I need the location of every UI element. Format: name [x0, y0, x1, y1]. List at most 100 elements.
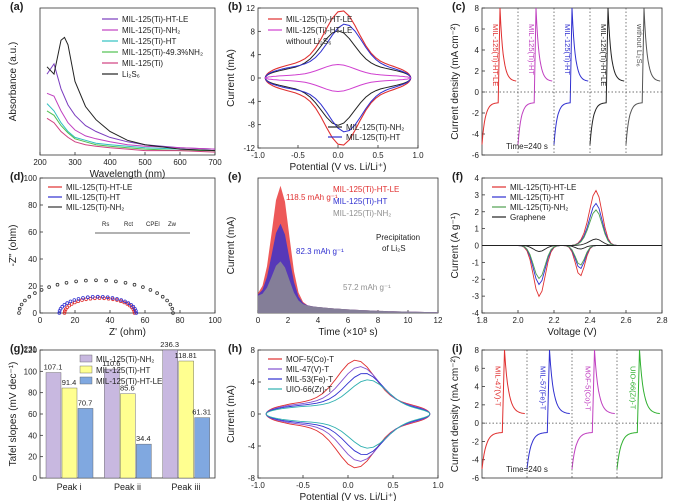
absorbance-curve: [46, 110, 215, 152]
chrono-segment: [517, 7, 553, 145]
eis-point: [65, 301, 69, 305]
y-tick-label: 2: [475, 208, 480, 217]
cv-curve: [482, 202, 662, 286]
eis-point: [47, 285, 51, 289]
x-tick-label: 10: [404, 316, 413, 325]
cv-curve: [482, 189, 662, 298]
axis-break-label: 231: [24, 345, 38, 354]
eis-point: [62, 302, 67, 307]
eis-point: [64, 280, 69, 285]
legend-entry: MIL-125(Ti)-HT: [66, 193, 120, 202]
panel-letter: (d): [10, 171, 24, 183]
legend-entry: MIL-47(V)-T: [286, 365, 329, 374]
panel-e: (e) Time (×10³ s) Current (mA) 0 2 4 6 8 10 12 MIL…: [226, 171, 443, 338]
y-tick-label: 0: [33, 309, 38, 318]
x-tick-label: 1.8: [476, 316, 488, 325]
bar: [136, 443, 152, 479]
eis-point: [27, 294, 32, 299]
y-axis-label: -Z" (ohm): [8, 225, 19, 267]
bar-value-label: 118.81: [174, 351, 196, 360]
legend-entry: without Li₂S₆: [285, 37, 331, 46]
y-tick-label: 4: [251, 51, 256, 60]
legend-swatch: [79, 365, 93, 374]
eis-point: [104, 278, 108, 283]
eis-point: [90, 294, 95, 299]
legend-swatch: [79, 354, 93, 363]
panel-letter: (i): [452, 343, 463, 355]
y-tick-label: 0: [475, 88, 480, 97]
current-area: [258, 261, 438, 313]
eis-point: [55, 282, 60, 287]
y-tick-label: 4: [475, 46, 480, 55]
eis-point: [123, 299, 127, 304]
y-axis-label: Current (mA): [226, 49, 237, 107]
cv-curve: [482, 209, 662, 280]
panel-c: (c) Current density (mA cm⁻²) -6 -4 -2 0 2 4 6 8 M…: [450, 1, 663, 160]
x-axis-label: Potential (V vs. Li/Li⁺): [300, 492, 397, 501]
x-tick-label: 6: [346, 316, 351, 325]
circuit-label: Zw: [168, 222, 177, 228]
eis-point: [81, 296, 85, 300]
capacity-label: 82.3 mAh g⁻¹: [296, 247, 344, 256]
bar-value-label: 34.4: [136, 434, 151, 443]
x-tick-label: 2.6: [620, 316, 632, 325]
eis-point: [165, 298, 169, 303]
eis-point: [170, 306, 175, 311]
circuit-label: Rs: [102, 222, 109, 228]
eis-point: [134, 311, 139, 315]
panel-letter: (e): [228, 171, 242, 183]
eis-point: [60, 304, 64, 309]
legend-entry: Graphene: [510, 213, 546, 222]
eis-point: [114, 279, 118, 284]
eis-point: [17, 306, 22, 311]
circuit-label: Rct: [124, 222, 133, 228]
legend-entry: MIL-125(Ti)-HT-LE: [286, 26, 352, 35]
chrono-segment: [481, 349, 525, 469]
y-tick-label: 60: [28, 410, 37, 419]
legend-entry: MIL-125(Ti)-NH₂: [346, 123, 404, 132]
eis-point: [101, 294, 105, 299]
eis-point: [88, 296, 93, 301]
cv-curve: [482, 238, 662, 252]
x-tick-label: 20: [71, 316, 80, 325]
bar-value-label: 91.4: [62, 378, 77, 387]
x-tick-label: 0.0: [332, 151, 344, 160]
y-tick-label: 20: [28, 282, 37, 291]
y-tick-label: 12: [246, 4, 255, 13]
eis-point: [19, 302, 24, 307]
eis-point: [160, 294, 165, 299]
chrono-segment: [616, 349, 660, 469]
cv-curve: [264, 63, 412, 93]
x-tick-label: 12: [434, 316, 443, 325]
segment-label: MOF-5(Co)-T: [584, 366, 593, 411]
x-axis-label: Z' (ohm): [109, 327, 146, 338]
y-tick-label: -12: [243, 144, 255, 153]
eis-point: [119, 298, 123, 302]
y-tick-label: -8: [248, 121, 256, 130]
chrono-segment: [526, 349, 570, 469]
eis-point: [96, 294, 100, 299]
eis-point: [68, 299, 73, 304]
absorbance-curve: [46, 36, 216, 152]
legend-entry: MIL-125(Ti)-HT: [96, 366, 150, 375]
y-tick-label: 80: [28, 389, 37, 398]
legend-entry: MIL-125(Ti)-HT: [122, 37, 176, 46]
bar: [178, 360, 194, 479]
y-axis-label: Absorbance (a.u.): [8, 42, 19, 122]
chrono-segment: [571, 349, 615, 469]
plot-frame: [39, 7, 216, 156]
panel-g: (g) Tafel slopes (mV dec⁻¹) 0 20 40 60 80 100 12…: [8, 340, 216, 492]
segment-label: MIL-125(Ti)-HT: [527, 24, 536, 75]
eis-point: [110, 296, 115, 300]
segment-label: MIL-125(Ti)-HT: [563, 24, 572, 75]
y-tick-label: 6: [475, 364, 480, 373]
segment-label: MIL-125(Ti)-HT-LE: [491, 24, 500, 86]
panel-i: (i)Current density (mA cm⁻²) -6 -4 -2 0 2 4 6 8 M…: [450, 343, 663, 483]
time-label: Time=240 s: [506, 465, 548, 474]
eis-point: [76, 299, 80, 304]
absorbance-curve: [46, 117, 216, 153]
x-tick-label: 2.0: [512, 316, 524, 325]
absorbance-curve: [46, 103, 216, 152]
eis-point: [105, 295, 110, 300]
panel-letter: (h): [228, 343, 242, 355]
